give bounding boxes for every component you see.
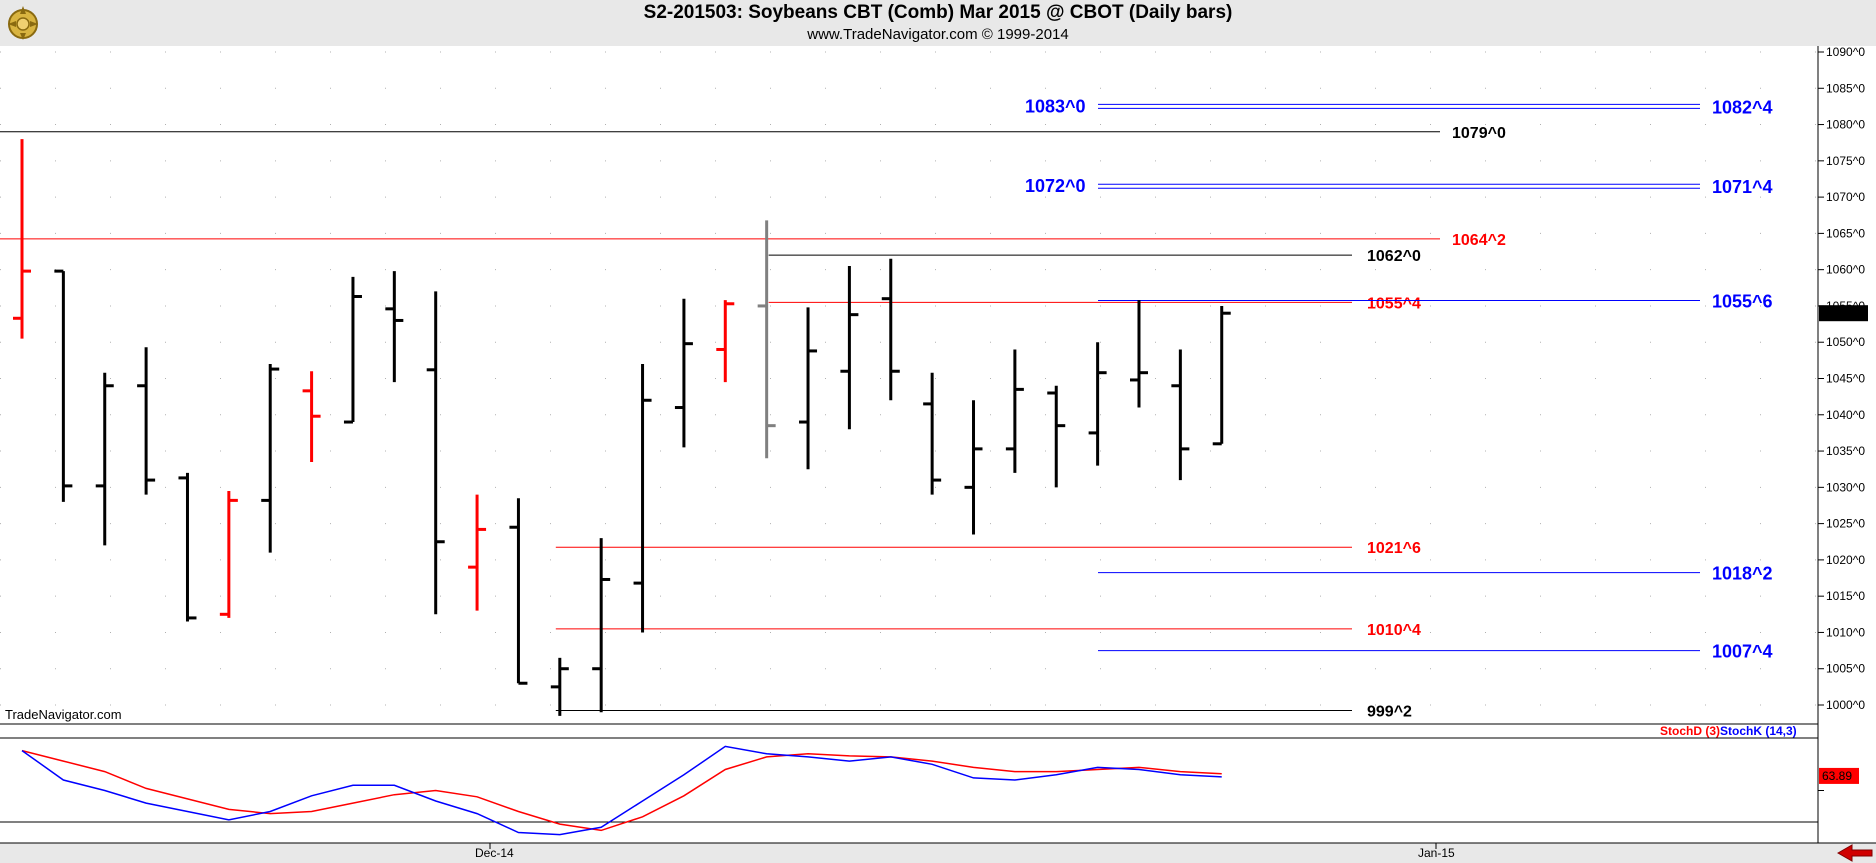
stoch-series-line xyxy=(21,745,1222,836)
level-label: 999^2 xyxy=(1367,703,1412,720)
price-axis-label: 1050^0 xyxy=(1826,335,1865,349)
price-axis-label: 1075^0 xyxy=(1826,154,1865,168)
price-axis-label: 1010^0 xyxy=(1826,625,1865,639)
stoch-value-box xyxy=(1819,767,1859,784)
price-axis-label: 1040^0 xyxy=(1826,408,1865,422)
price-axis-label: 1020^0 xyxy=(1826,553,1865,567)
projection-end-label: 1055^6 xyxy=(1712,292,1773,312)
price-axis-label: 1080^0 xyxy=(1826,118,1865,132)
projection-end-label: 1007^4 xyxy=(1712,642,1773,662)
price-axis-label: 1070^0 xyxy=(1826,190,1865,204)
level-label: 1055^4 xyxy=(1367,295,1421,312)
level-label: 1064^2 xyxy=(1452,232,1506,249)
chart-subtitle: www.TradeNavigator.com © 1999-2014 xyxy=(807,26,1069,43)
price-axis-label: 1025^0 xyxy=(1826,517,1865,531)
projection-start-label: 1072^0 xyxy=(1025,176,1086,196)
price-axis-label: 1090^0 xyxy=(1826,45,1865,59)
last-price-label: 1054^0 xyxy=(1822,306,1861,320)
level-label: 1010^4 xyxy=(1367,622,1421,639)
price-axis-label: 1030^0 xyxy=(1826,480,1865,494)
price-axis-label: 1000^0 xyxy=(1826,698,1865,712)
stoch-legend-k: StochK (14,3) xyxy=(1720,724,1797,738)
level-label: 1021^6 xyxy=(1367,540,1421,557)
projection-end-label: 1071^4 xyxy=(1712,177,1773,197)
stoch-legend-d: StochD (3) xyxy=(1660,724,1720,738)
stoch-value-label: 63.89 xyxy=(1822,769,1852,783)
watermark-text: TradeNavigator.com xyxy=(5,707,122,722)
projection-end-label: 1082^4 xyxy=(1712,97,1773,117)
price-axis-label: 1005^0 xyxy=(1826,662,1865,676)
scroll-left-arrow-icon[interactable] xyxy=(1836,844,1873,862)
plot-background xyxy=(0,46,1876,863)
time-axis-label: Dec-14 xyxy=(475,846,514,860)
projection-start-label: 1083^0 xyxy=(1025,96,1086,116)
price-axis-label: 1015^0 xyxy=(1826,589,1865,603)
trade-navigator-logo[interactable] xyxy=(2,2,44,42)
price-axis-label: 1035^0 xyxy=(1826,444,1865,458)
price-axis-label: 1045^0 xyxy=(1826,372,1865,386)
price-axis-label: 1060^0 xyxy=(1826,263,1865,277)
chart-header: S2-201503: Soybeans CBT (Comb) Mar 2015 … xyxy=(0,0,1876,46)
price-axis-label: 1085^0 xyxy=(1826,81,1865,95)
price-axis-label: 1065^0 xyxy=(1826,226,1865,240)
projection-end-label: 1018^2 xyxy=(1712,564,1773,584)
level-label: 1062^0 xyxy=(1367,248,1421,265)
time-axis-band xyxy=(0,843,1876,863)
stoch-series-line xyxy=(21,749,1222,832)
level-label: 1079^0 xyxy=(1452,125,1506,142)
last-price-box xyxy=(1819,305,1868,322)
time-axis-label: Jan-15 xyxy=(1418,846,1455,860)
chart-title: S2-201503: Soybeans CBT (Comb) Mar 2015 … xyxy=(643,2,1233,23)
